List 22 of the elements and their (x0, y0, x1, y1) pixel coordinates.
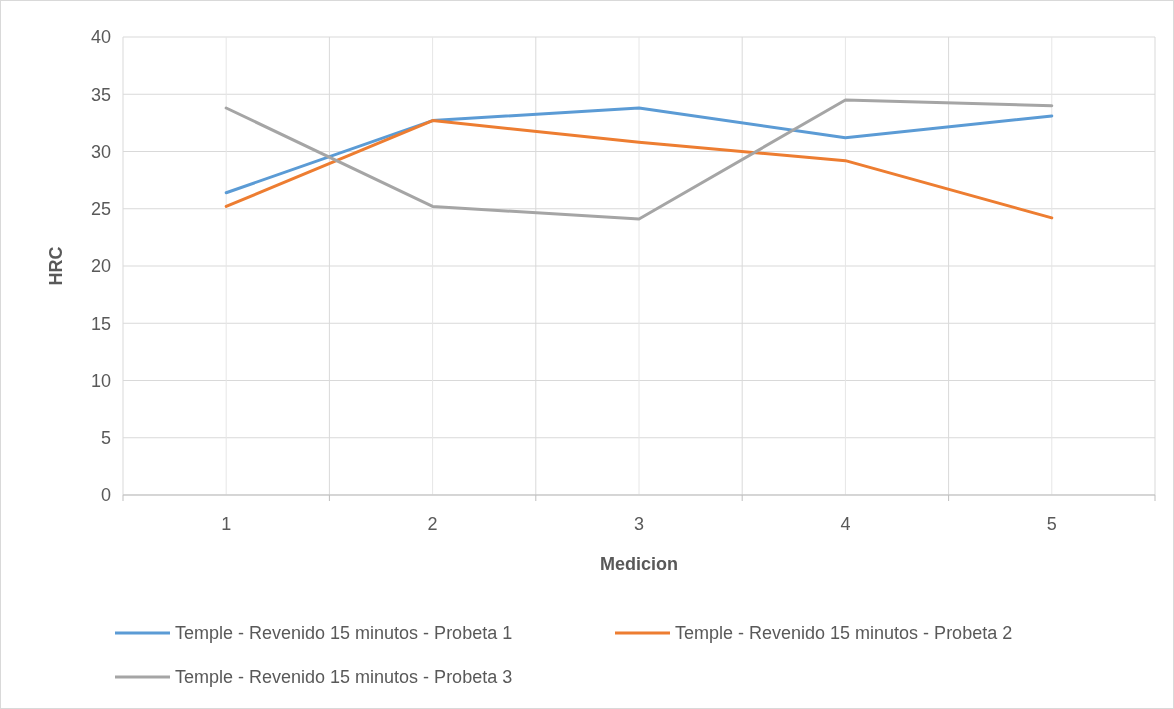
y-tick-label: 30 (90, 141, 111, 162)
x-tick-label: 3 (633, 514, 645, 534)
x-tick-label: 1 (221, 514, 232, 534)
y-axis-title: HRC (46, 246, 66, 286)
line-series (224, 98, 1054, 221)
legend-label: Temple - Revenido 15 minutos - Probeta 2 (675, 623, 1013, 644)
y-tick-label: 5 (100, 428, 111, 449)
y-tick-label: 15 (90, 313, 111, 334)
legend-label: Temple - Revenido 15 minutos - Probeta 3 (175, 667, 513, 688)
legend-label: Temple - Revenido 15 minutos - Probeta 1 (175, 623, 513, 644)
x-tick-label: 2 (427, 514, 438, 534)
x-axis-title: Medicion (599, 554, 679, 574)
y-tick-label: 20 (90, 256, 111, 277)
y-tick-label: 25 (90, 199, 111, 220)
x-tick-label: 4 (840, 514, 851, 534)
y-tick-label: 35 (90, 84, 111, 105)
line-series (224, 119, 1054, 220)
x-tick-label: 5 (1046, 514, 1057, 534)
y-tick-label: 40 (90, 27, 111, 48)
y-tick-label: 10 (90, 370, 111, 391)
line-series (224, 106, 1054, 195)
y-tick-label: 0 (100, 485, 111, 506)
